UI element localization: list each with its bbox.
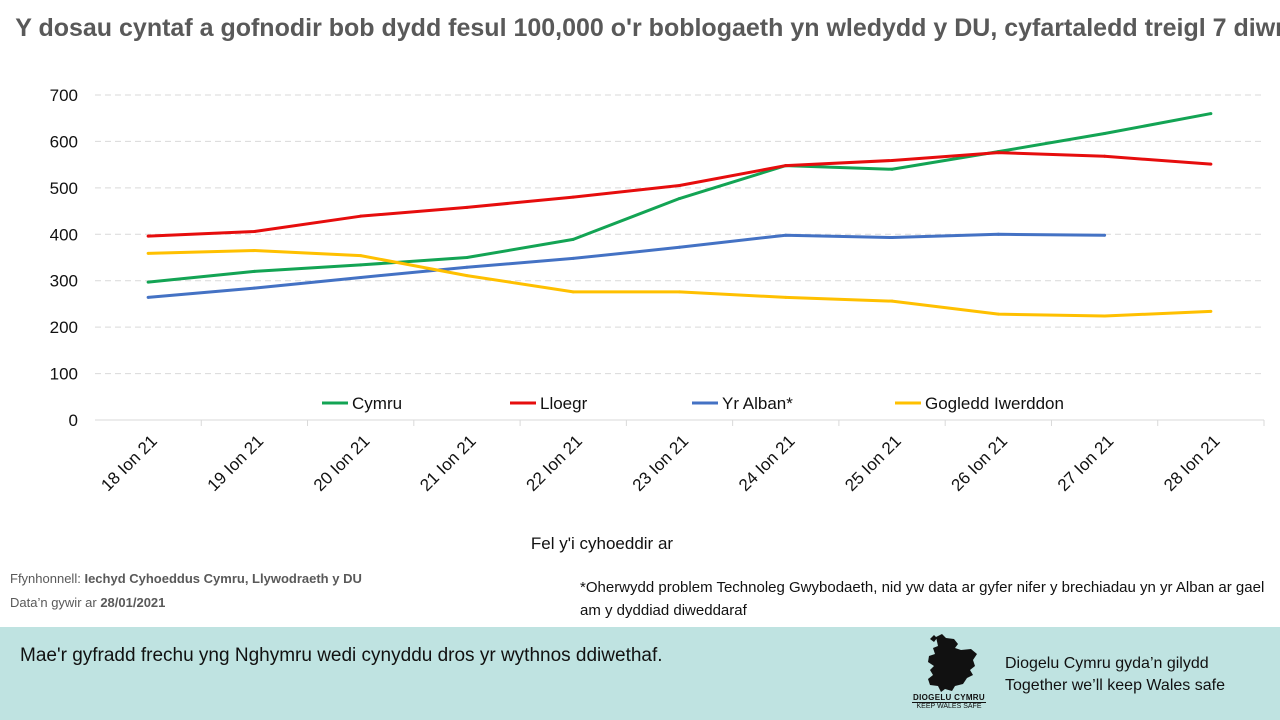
data-point [359, 263, 363, 267]
y-tick-label: 600 [50, 132, 78, 151]
x-tick-label: 23 Ion 21 [629, 431, 693, 495]
data-point [1103, 233, 1107, 237]
data-point [359, 214, 363, 218]
x-tick-label: 28 Ion 21 [1160, 431, 1224, 495]
accuracy-date: 28/01/2021 [100, 595, 166, 610]
y-tick-label: 500 [50, 179, 78, 198]
source-line: Ffynhonnell: Iechyd Cyhoeddus Cymru, Lly… [10, 571, 362, 586]
data-point [890, 236, 894, 240]
data-point [465, 274, 469, 278]
data-point [146, 234, 150, 238]
series-line-lloegr [148, 151, 1211, 238]
x-tick-label: 20 Ion 21 [310, 431, 374, 495]
x-tick-label: 25 Ion 21 [841, 431, 905, 495]
footer-banner: Mae'r gyfradd frechu yng Nghymru wedi cy… [0, 627, 1280, 720]
data-point [252, 230, 256, 233]
data-point [252, 249, 256, 253]
data-point [146, 251, 150, 255]
data-point [252, 269, 256, 273]
data-point [678, 245, 681, 249]
data-point [359, 254, 363, 258]
data-point [465, 256, 469, 259]
y-tick-label: 0 [69, 411, 78, 430]
x-tick-label: 27 Ion 21 [1054, 431, 1118, 495]
data-point [678, 184, 681, 188]
data-point [784, 295, 788, 299]
data-point [996, 151, 1000, 155]
data-point [359, 275, 363, 279]
data-point [571, 290, 575, 294]
logo-title: DIOGELU CYMRU [913, 693, 985, 702]
legend-label: Gogledd Iwerddon [925, 394, 1064, 413]
data-point [571, 256, 575, 260]
x-tick-label: 21 Ion 21 [416, 431, 480, 495]
data-point [1209, 112, 1213, 116]
source-label: Ffynhonnell: [10, 571, 81, 586]
x-axis-label: Fel y'i cyhoeddir ar [530, 534, 674, 553]
y-tick-label: 400 [50, 225, 78, 244]
slogan: Diogelu Cymru gyda’n gilydd Together we’… [1005, 653, 1225, 697]
y-tick-label: 300 [50, 272, 78, 291]
data-point [784, 233, 788, 237]
data-point [890, 158, 894, 162]
data-point [996, 312, 1000, 316]
x-tick-label: 24 Ion 21 [735, 431, 799, 495]
data-point [1103, 132, 1107, 136]
data-point [1103, 314, 1107, 318]
accuracy-label: Data’n gywir ar [10, 595, 97, 610]
data-point [465, 265, 469, 269]
data-point [890, 299, 894, 303]
data-point [146, 280, 150, 284]
chart-title: Y dosau cyntaf a gofnodir bob dydd fesul… [15, 14, 1280, 42]
x-tick-label: 18 Ion 21 [97, 431, 161, 495]
legend-label: Yr Alban* [722, 394, 793, 413]
data-point [1103, 154, 1107, 158]
keep-wales-safe-logo: DIOGELU CYMRU KEEP WALES SAFE [902, 633, 994, 715]
data-point [571, 237, 575, 241]
x-tick-label: 26 Ion 21 [948, 431, 1012, 495]
source-value: Iechyd Cyhoeddus Cymru, Llywodraeth y DU [84, 571, 362, 586]
y-tick-label: 200 [50, 318, 78, 337]
data-point [996, 232, 1000, 236]
y-tick-label: 100 [50, 365, 78, 384]
line-chart: 0 100 200 300 400 500 600 700 18 Ion 21 19 Ion 21… [50, 86, 1265, 495]
series-line-yr-alban- [148, 232, 1105, 299]
data-point [678, 290, 681, 294]
data-point [1209, 162, 1213, 166]
data-point [252, 286, 256, 290]
data-point [571, 195, 575, 199]
x-tick-label: 19 Ion 21 [204, 431, 268, 495]
data-point [890, 167, 894, 171]
data-point [784, 164, 788, 168]
legend-label: Cymru [352, 394, 402, 413]
slogan-welsh: Diogelu Cymru gyda’n gilydd [1005, 655, 1209, 672]
wales-map-icon [928, 634, 977, 692]
accuracy-line: Data’n gywir ar 28/01/2021 [10, 595, 165, 610]
data-point [678, 197, 681, 201]
data-point [1209, 309, 1213, 313]
logo-subtitle: KEEP WALES SAFE [916, 703, 982, 710]
slogan-english: Together we’ll keep Wales safe [1005, 677, 1225, 694]
footnote: *Oherwydd problem Technoleg Gwybodaeth, … [580, 579, 1265, 619]
legend-label: Lloegr [540, 394, 588, 413]
x-tick-label: 22 Ion 21 [522, 431, 586, 495]
logo-divider [912, 702, 986, 703]
y-tick-label: 700 [50, 86, 78, 105]
data-point [465, 205, 469, 209]
banner-message: Mae'r gyfradd frechu yng Nghymru wedi cy… [20, 645, 663, 666]
data-point [146, 295, 150, 299]
